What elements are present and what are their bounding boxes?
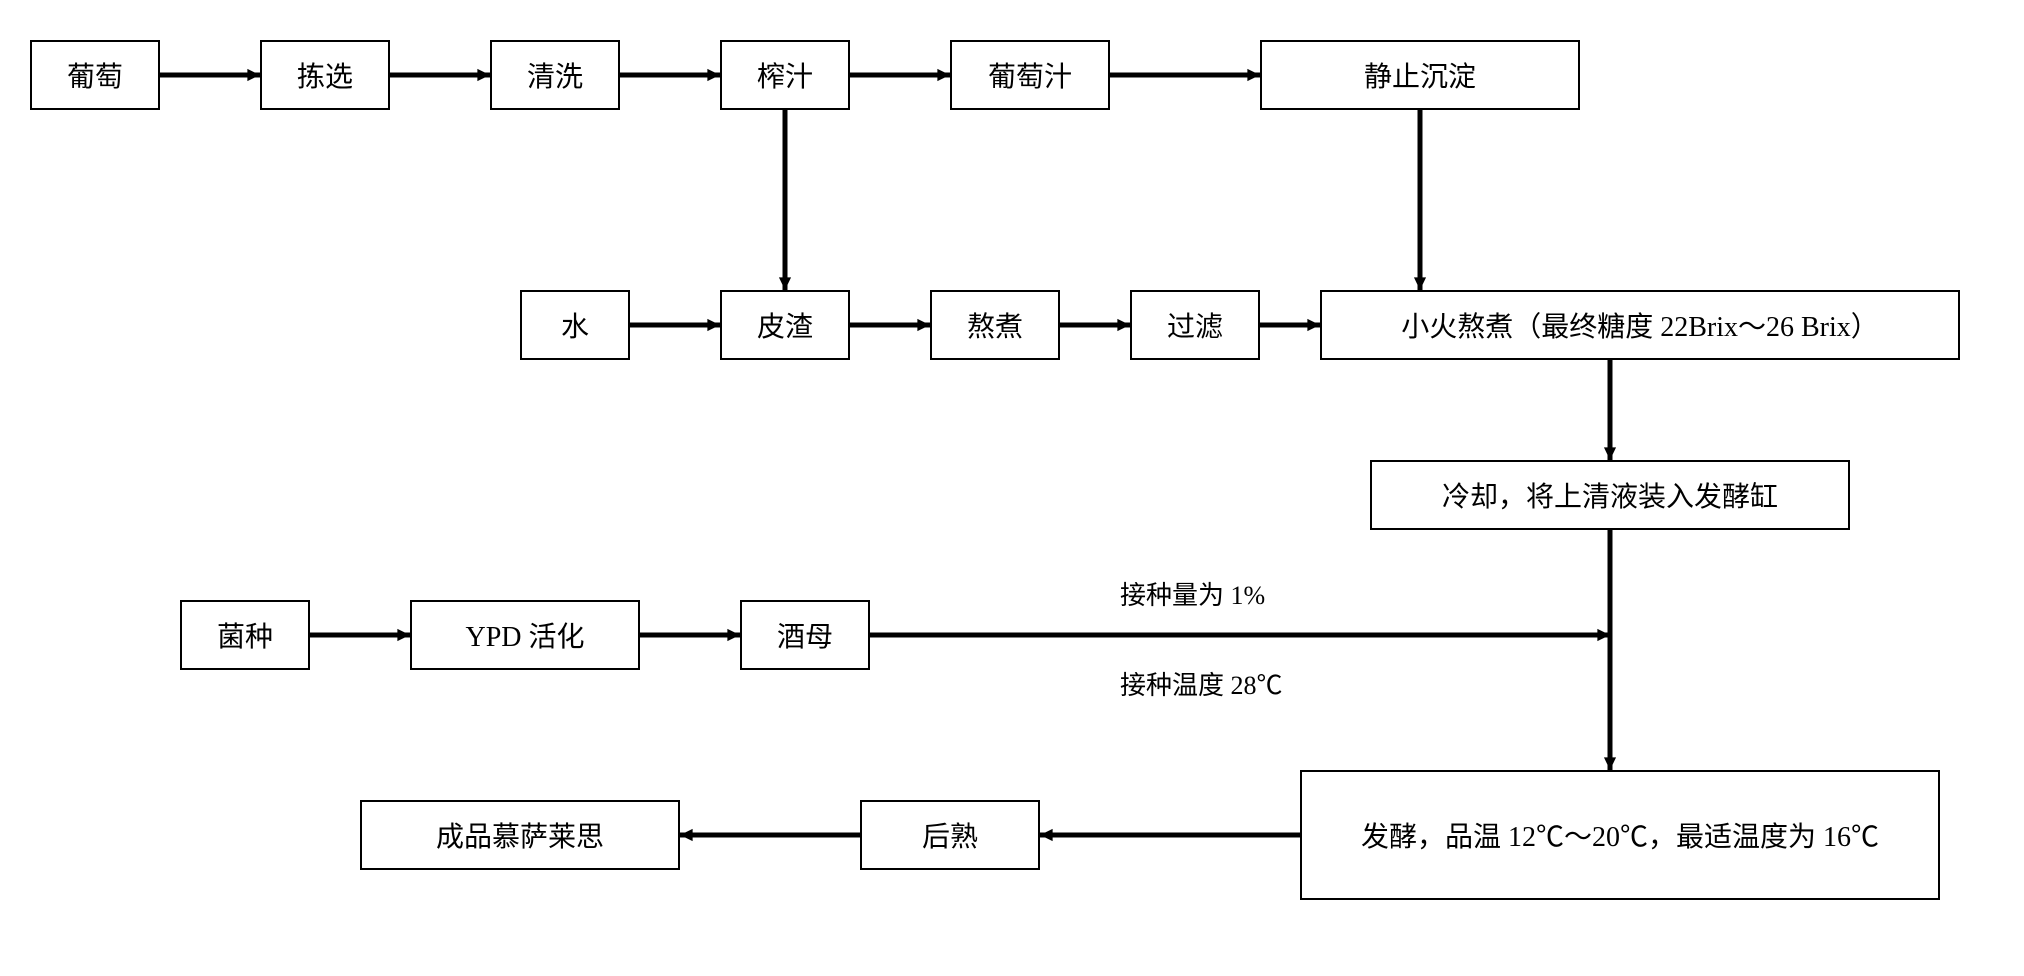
edge-label-0: 接种量为 1%: [1120, 575, 1265, 612]
node-strain: 菌种: [180, 600, 310, 670]
node-juice: 葡萄汁: [950, 40, 1110, 110]
node-grape: 葡萄: [30, 40, 160, 110]
node-ripen: 后熟: [860, 800, 1040, 870]
node-water: 水: [520, 290, 630, 360]
node-cool: 冷却，将上清液装入发酵缸: [1370, 460, 1850, 530]
edge-label-1: 接种温度 28℃: [1120, 665, 1283, 702]
node-filter: 过滤: [1130, 290, 1260, 360]
node-product: 成品慕萨莱思: [360, 800, 680, 870]
arrowhead-settle-boil2: [1414, 277, 1426, 290]
arrowhead-press-juice: [937, 69, 950, 81]
node-ferment: 发酵，品温 12℃～20℃，最适温度为 16℃: [1300, 770, 1940, 900]
arrowhead-boil1-filter: [1117, 319, 1130, 331]
node-pomace: 皮渣: [720, 290, 850, 360]
arrowhead-ypd-starter: [727, 629, 740, 641]
arrowhead-grape-sort: [247, 69, 260, 81]
arrowhead-sort-wash: [477, 69, 490, 81]
arrowhead-pomace-boil1: [917, 319, 930, 331]
arrowhead-cool-inocpt: [1604, 757, 1616, 770]
arrowhead-filter-boil2: [1307, 319, 1320, 331]
arrowhead-water-pomace: [707, 319, 720, 331]
arrowhead-strain-ypd: [397, 629, 410, 641]
node-settle: 静止沉淀: [1260, 40, 1580, 110]
arrowhead-wash-press: [707, 69, 720, 81]
arrowhead-ripen-product: [680, 829, 693, 841]
node-starter: 酒母: [740, 600, 870, 670]
node-boil1: 熬煮: [930, 290, 1060, 360]
arrowhead-juice-settle: [1247, 69, 1260, 81]
arrowhead-press-pomace: [779, 277, 791, 290]
node-boil2: 小火熬煮（最终糖度 22Brix～26 Brix）: [1320, 290, 1960, 360]
node-press: 榨汁: [720, 40, 850, 110]
node-wash: 清洗: [490, 40, 620, 110]
arrowhead-boil2-cool: [1604, 447, 1616, 460]
arrowhead-ferment-ripen: [1040, 829, 1053, 841]
node-ypd: YPD 活化: [410, 600, 640, 670]
arrowhead-starter-inocpt: [1597, 629, 1610, 641]
node-sort: 拣选: [260, 40, 390, 110]
